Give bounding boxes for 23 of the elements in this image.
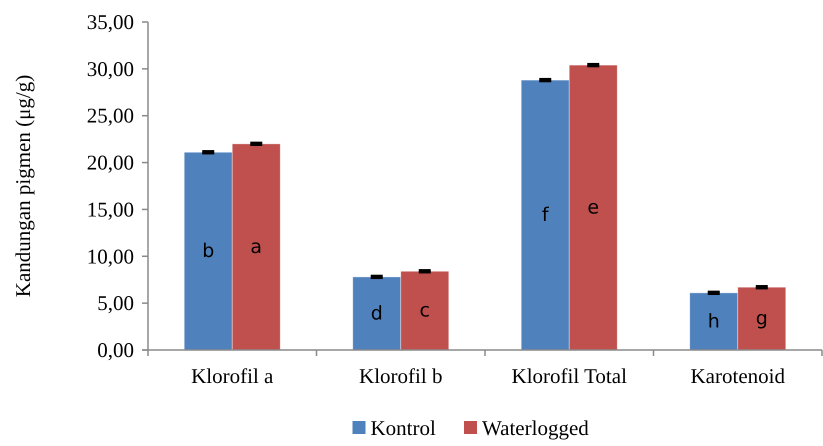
data-label: g <box>756 308 768 330</box>
y-tick-label: 25,00 <box>86 104 134 128</box>
x-tick-label: Klorofil b <box>359 364 442 388</box>
data-label: a <box>250 236 262 258</box>
y-tick-label: 10,00 <box>86 244 134 268</box>
legend-label: Kontrol <box>370 416 436 440</box>
y-tick-label: 5,00 <box>97 291 134 316</box>
data-label: c <box>420 300 430 322</box>
y-tick-label: 30,00 <box>86 56 134 81</box>
data-label: d <box>370 302 383 324</box>
x-tick-label: Klorofil a <box>191 364 274 388</box>
x-tick-label: Karotenoid <box>690 364 786 388</box>
y-tick-label: 35,00 <box>86 10 134 34</box>
data-label: f <box>542 204 550 226</box>
x-tick-label: Klorofil Total <box>512 364 628 388</box>
data-label: e <box>587 196 600 219</box>
legend-label: Waterlogged <box>482 416 590 440</box>
y-tick-label: 20,00 <box>86 150 134 175</box>
y-tick-label: 0,00 <box>97 338 134 362</box>
y-axis-title: Kandungan pigmen (μg/g) <box>11 74 35 298</box>
data-label: h <box>708 310 720 332</box>
y-tick-label: 15,00 <box>86 197 134 222</box>
data-label: b <box>202 240 214 262</box>
